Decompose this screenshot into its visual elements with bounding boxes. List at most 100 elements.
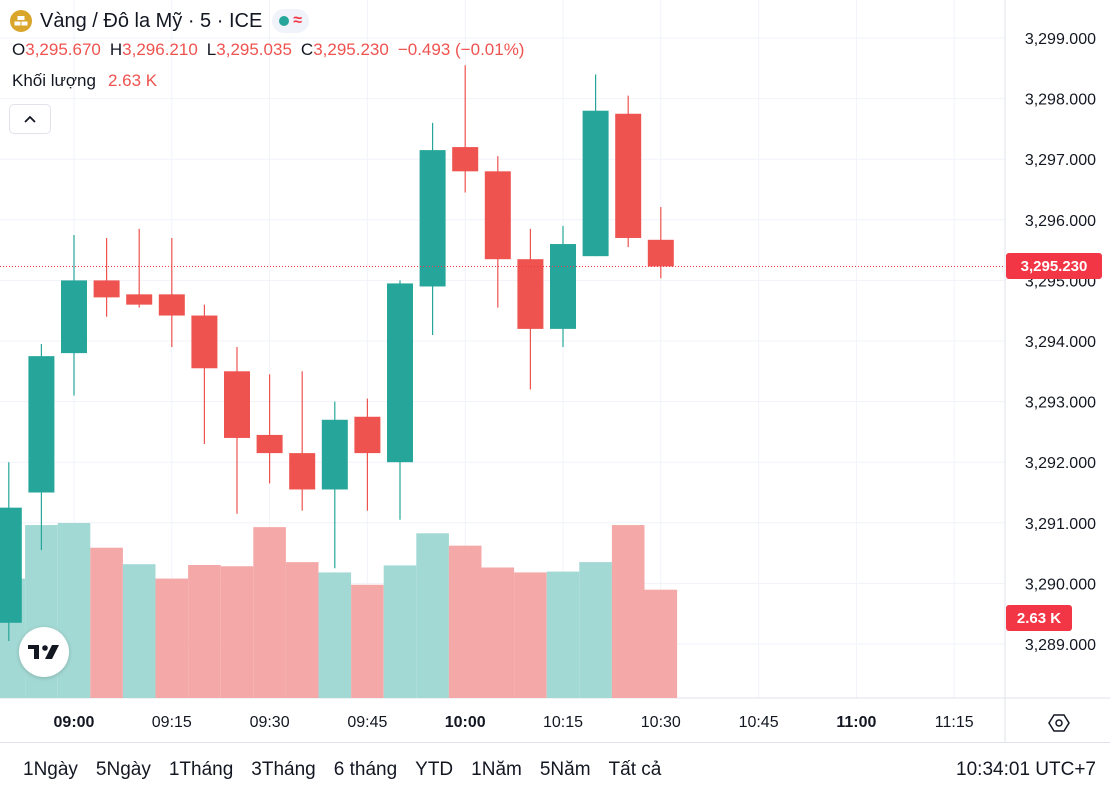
symbol-header[interactable]: Vàng / Đô la Mỹ · 5 · ICE ≈ xyxy=(10,6,310,36)
x-tick-label: 09:45 xyxy=(347,714,387,731)
range-button[interactable]: 1Ngày xyxy=(23,759,78,780)
open-label: O xyxy=(12,40,26,59)
volume-bar xyxy=(351,584,384,698)
open-value: 3,295.670 xyxy=(25,40,101,59)
candle-body xyxy=(61,280,87,354)
y-tick-label: 3,294.000 xyxy=(1025,334,1096,351)
gold-bars-icon xyxy=(10,10,32,32)
x-tick-label: 10:30 xyxy=(641,714,681,731)
delayed-data-wave-icon: ≈ xyxy=(293,12,303,29)
last-price-tag: 3,295.230 xyxy=(1006,253,1102,280)
price-chart[interactable]: 3,299.000 3,298.000 3,297.000 3,296.000 3,29… xyxy=(0,0,1110,742)
chart-settings-button[interactable] xyxy=(1046,710,1072,736)
volume-bar xyxy=(383,565,417,698)
close-value: 3,295.230 xyxy=(313,40,389,59)
range-button[interactable]: 1Năm xyxy=(471,759,522,780)
settings-hexagon-icon xyxy=(1048,714,1070,732)
candle-body xyxy=(224,371,250,438)
x-tick-label: 09:30 xyxy=(250,714,290,731)
y-tick-label: 3,291.000 xyxy=(1025,516,1096,533)
y-tick-label: 3,293.000 xyxy=(1025,395,1096,412)
market-status-pill[interactable]: ≈ xyxy=(272,9,310,33)
candle-body xyxy=(452,147,479,172)
candle-body xyxy=(387,283,413,463)
clock-timezone[interactable]: 10:34:01 UTC+7 xyxy=(956,759,1096,780)
candle-body xyxy=(126,294,153,305)
candle-body xyxy=(289,453,316,490)
candle-body xyxy=(582,110,609,257)
volume-bar xyxy=(57,523,91,698)
x-tick-label: 11:15 xyxy=(935,714,974,731)
bottom-toolbar: 1Ngày 5Ngày 1Tháng 3Tháng 6 tháng YTD 1Năm 5Năm… xyxy=(0,742,1110,796)
range-button[interactable]: 6 tháng xyxy=(333,759,398,780)
candle-body xyxy=(0,507,22,623)
candle-body xyxy=(256,434,283,454)
candlesticks xyxy=(0,65,674,641)
last-volume-tag-label: 2.63 K xyxy=(1016,609,1062,627)
candle-body xyxy=(321,419,348,490)
volume-bar xyxy=(253,527,286,698)
range-button[interactable]: 1Tháng xyxy=(168,759,234,780)
candle-body xyxy=(419,150,446,287)
volume-bar xyxy=(611,525,645,698)
range-button[interactable]: 3Tháng xyxy=(251,759,316,780)
ohlc-legend: O3,295.670 H3,296.210 L3,295.035 C3,295.… xyxy=(12,40,524,60)
volume-bar xyxy=(122,564,156,698)
volume-bar xyxy=(546,571,580,698)
volume-bar xyxy=(514,572,547,698)
range-button[interactable]: 5Năm xyxy=(539,759,591,780)
candle-body xyxy=(647,239,674,267)
volume-bar xyxy=(416,533,449,698)
x-tick-label: 10:00 xyxy=(445,714,486,731)
y-tick-label: 3,299.000 xyxy=(1025,31,1096,48)
volume-bar xyxy=(285,562,319,698)
y-tick-label: 3,297.000 xyxy=(1025,152,1096,169)
volume-bar xyxy=(448,545,482,698)
volume-bar xyxy=(481,567,515,698)
x-tick-label: 11:00 xyxy=(836,714,876,731)
y-tick-label: 3,289.000 xyxy=(1025,637,1096,654)
symbol-title[interactable]: Vàng / Đô la Mỹ · 5 · ICE xyxy=(40,9,263,32)
range-button[interactable]: Tất cả xyxy=(608,759,662,780)
low-label: L xyxy=(206,40,217,59)
volume-value: 2.63 K xyxy=(107,71,158,90)
candle-body xyxy=(517,259,544,329)
candle-body xyxy=(550,244,576,329)
volume-bar xyxy=(644,589,678,698)
range-button[interactable]: 5Ngày xyxy=(95,759,151,780)
volume-bar xyxy=(318,572,352,698)
last-price-tag-label: 3,295.230 xyxy=(1020,257,1088,275)
volume-bar xyxy=(155,578,189,698)
high-label: H xyxy=(109,40,123,59)
range-button[interactable]: YTD xyxy=(415,759,454,780)
y-tick-label: 3,296.000 xyxy=(1025,213,1096,230)
market-open-dot-icon xyxy=(279,16,290,26)
x-tick-label: 09:15 xyxy=(152,714,192,731)
collapse-legend-button[interactable] xyxy=(9,104,51,134)
high-value: 3,296.210 xyxy=(122,40,198,59)
x-tick-label: 09:00 xyxy=(54,714,95,731)
candle-body xyxy=(93,280,120,298)
price-change: −0.493 (−0.01%) xyxy=(397,40,525,59)
candle-body xyxy=(615,113,642,238)
candle-body xyxy=(354,416,381,454)
candle-body xyxy=(191,315,218,369)
volume-legend[interactable]: Khối lượng 2.63 K xyxy=(12,71,157,91)
x-tick-label: 10:45 xyxy=(739,714,779,731)
candle-body xyxy=(158,294,185,316)
y-tick-label: 3,298.000 xyxy=(1025,92,1096,109)
volume-bars xyxy=(0,523,678,698)
time-axis[interactable]: 09:00 09:15 09:30 09:45 10:00 10:15 10:30 10:45… xyxy=(54,714,974,731)
last-volume-tag: 2.63 K xyxy=(1006,605,1072,631)
y-tick-label: 3,290.000 xyxy=(1025,576,1096,593)
volume-bar xyxy=(220,566,254,698)
volume-bar xyxy=(579,562,612,698)
volume-bar xyxy=(188,565,221,698)
x-tick-label: 10:15 xyxy=(543,714,583,731)
candle-body xyxy=(28,356,55,493)
tradingview-logo-icon[interactable] xyxy=(19,627,69,677)
price-axis[interactable]: 3,299.000 3,298.000 3,297.000 3,296.000 3,29… xyxy=(1025,31,1096,654)
y-tick-label: 3,292.000 xyxy=(1025,455,1096,472)
low-value: 3,295.035 xyxy=(216,40,292,59)
date-range-selector: 1Ngày 5Ngày 1Tháng 3Tháng 6 tháng YTD 1Năm 5Năm… xyxy=(14,759,670,781)
